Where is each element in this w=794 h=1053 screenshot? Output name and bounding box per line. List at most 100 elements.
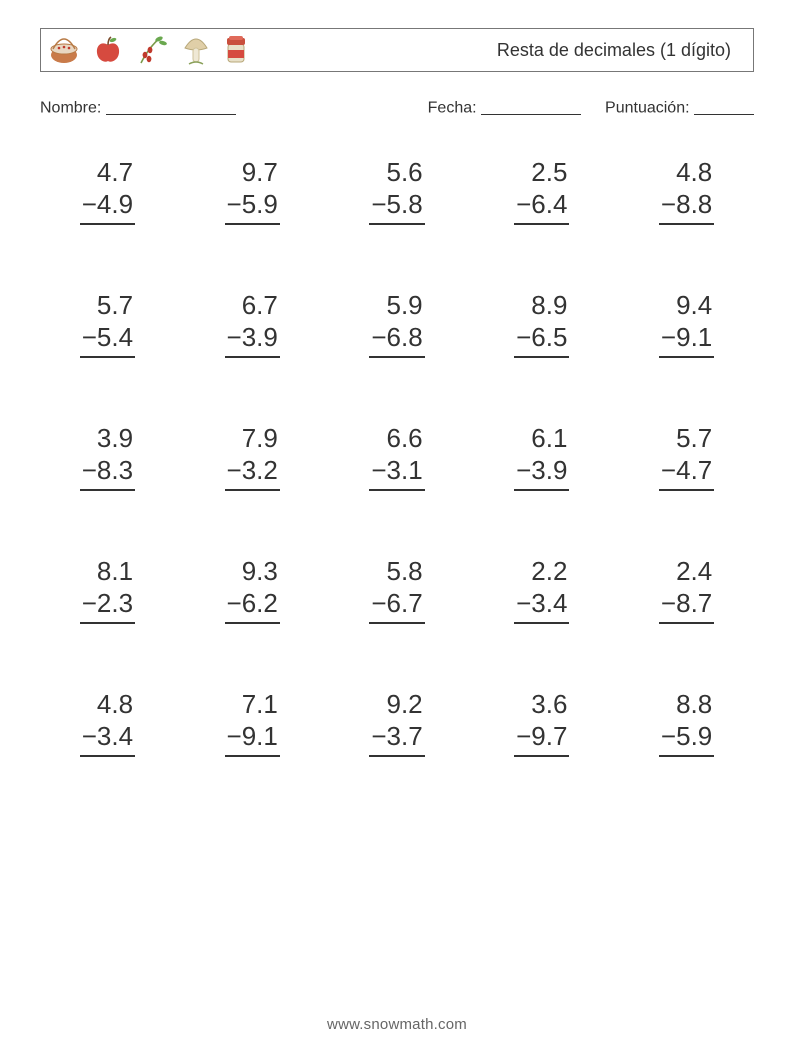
problems-grid: 4.7−4.99.7−5.95.6−5.82.5−6.44.8−8.85.7−5… bbox=[40, 156, 754, 757]
subtrahend: −3.2 bbox=[225, 454, 280, 491]
minuend: 3.9 bbox=[80, 422, 135, 455]
subtrahend: −6.5 bbox=[514, 321, 569, 358]
minuend: 3.6 bbox=[514, 688, 569, 721]
problem-7: 6.7−3.9 bbox=[185, 289, 320, 358]
minuend: 4.8 bbox=[659, 156, 714, 189]
problem-stack: 5.9−6.8 bbox=[369, 289, 424, 358]
worksheet-title: Resta de decimales (1 dígito) bbox=[497, 40, 743, 61]
subtrahend: −6.4 bbox=[514, 188, 569, 225]
subtrahend: −3.4 bbox=[80, 720, 135, 757]
problem-stack: 7.9−3.2 bbox=[225, 422, 280, 491]
subtrahend: −3.1 bbox=[369, 454, 424, 491]
minuend: 9.3 bbox=[225, 555, 280, 588]
minuend: 7.9 bbox=[225, 422, 280, 455]
minuend: 5.6 bbox=[369, 156, 424, 189]
footer-url: www.snowmath.com bbox=[327, 1016, 467, 1033]
problem-23: 9.2−3.7 bbox=[330, 688, 465, 757]
date-blank[interactable] bbox=[481, 96, 581, 115]
problem-20: 2.4−8.7 bbox=[619, 555, 754, 624]
worksheet-header: Resta de decimales (1 dígito) bbox=[40, 28, 754, 72]
name-label: Nombre: bbox=[40, 100, 101, 117]
problem-16: 8.1−2.3 bbox=[40, 555, 175, 624]
minuend: 9.4 bbox=[659, 289, 714, 322]
subtrahend: −9.1 bbox=[659, 321, 714, 358]
header-icons bbox=[47, 33, 249, 67]
problem-11: 3.9−8.3 bbox=[40, 422, 175, 491]
problem-5: 4.8−8.8 bbox=[619, 156, 754, 225]
problem-14: 6.1−3.9 bbox=[474, 422, 609, 491]
subtrahend: −8.3 bbox=[80, 454, 135, 491]
footer: www.snowmath.com bbox=[0, 1016, 794, 1033]
problem-stack: 5.6−5.8 bbox=[369, 156, 424, 225]
problem-8: 5.9−6.8 bbox=[330, 289, 465, 358]
problem-25: 8.8−5.9 bbox=[619, 688, 754, 757]
problem-12: 7.9−3.2 bbox=[185, 422, 320, 491]
problem-stack: 2.5−6.4 bbox=[514, 156, 569, 225]
problem-stack: 4.8−3.4 bbox=[80, 688, 135, 757]
minuend: 6.7 bbox=[225, 289, 280, 322]
score-label: Puntuación: bbox=[605, 100, 690, 117]
jar-icon bbox=[223, 34, 249, 66]
problem-stack: 3.9−8.3 bbox=[80, 422, 135, 491]
subtrahend: −5.8 bbox=[369, 188, 424, 225]
problem-4: 2.5−6.4 bbox=[474, 156, 609, 225]
minuend: 8.1 bbox=[80, 555, 135, 588]
subtrahend: −6.7 bbox=[369, 587, 424, 624]
problem-stack: 6.1−3.9 bbox=[514, 422, 569, 491]
subtrahend: −3.7 bbox=[369, 720, 424, 757]
minuend: 4.7 bbox=[80, 156, 135, 189]
subtrahend: −5.4 bbox=[80, 321, 135, 358]
basket-icon bbox=[47, 35, 81, 65]
problem-15: 5.7−4.7 bbox=[619, 422, 754, 491]
problem-stack: 6.7−3.9 bbox=[225, 289, 280, 358]
problem-stack: 2.2−3.4 bbox=[514, 555, 569, 624]
meta-row: Nombre: Fecha: Puntuación: bbox=[40, 94, 754, 118]
date-label: Fecha: bbox=[428, 100, 477, 117]
minuend: 2.2 bbox=[514, 555, 569, 588]
subtrahend: −4.9 bbox=[80, 188, 135, 225]
minuend: 5.7 bbox=[659, 422, 714, 455]
minuend: 8.9 bbox=[514, 289, 569, 322]
subtrahend: −9.7 bbox=[514, 720, 569, 757]
problem-stack: 5.8−6.7 bbox=[369, 555, 424, 624]
minuend: 9.2 bbox=[369, 688, 424, 721]
subtrahend: −8.7 bbox=[659, 587, 714, 624]
problem-18: 5.8−6.7 bbox=[330, 555, 465, 624]
problem-stack: 5.7−5.4 bbox=[80, 289, 135, 358]
subtrahend: −3.9 bbox=[514, 454, 569, 491]
problem-1: 4.7−4.9 bbox=[40, 156, 175, 225]
subtrahend: −3.4 bbox=[514, 587, 569, 624]
minuend: 7.1 bbox=[225, 688, 280, 721]
name-blank[interactable] bbox=[106, 96, 236, 115]
problem-stack: 8.8−5.9 bbox=[659, 688, 714, 757]
problem-19: 2.2−3.4 bbox=[474, 555, 609, 624]
subtrahend: −4.7 bbox=[659, 454, 714, 491]
problem-stack: 9.7−5.9 bbox=[225, 156, 280, 225]
problem-stack: 6.6−3.1 bbox=[369, 422, 424, 491]
subtrahend: −6.2 bbox=[225, 587, 280, 624]
mushroom-icon bbox=[181, 34, 211, 66]
problem-stack: 9.4−9.1 bbox=[659, 289, 714, 358]
score-blank[interactable] bbox=[694, 96, 754, 115]
problem-stack: 2.4−8.7 bbox=[659, 555, 714, 624]
problem-21: 4.8−3.4 bbox=[40, 688, 175, 757]
minuend: 2.5 bbox=[514, 156, 569, 189]
subtrahend: −8.8 bbox=[659, 188, 714, 225]
problem-stack: 8.1−2.3 bbox=[80, 555, 135, 624]
minuend: 6.1 bbox=[514, 422, 569, 455]
problem-stack: 4.8−8.8 bbox=[659, 156, 714, 225]
problem-2: 9.7−5.9 bbox=[185, 156, 320, 225]
minuend: 2.4 bbox=[659, 555, 714, 588]
subtrahend: −5.9 bbox=[225, 188, 280, 225]
problem-24: 3.6−9.7 bbox=[474, 688, 609, 757]
subtrahend: −6.8 bbox=[369, 321, 424, 358]
berries-icon bbox=[135, 33, 169, 67]
minuend: 5.7 bbox=[80, 289, 135, 322]
problem-17: 9.3−6.2 bbox=[185, 555, 320, 624]
apple-icon bbox=[93, 35, 123, 65]
problem-stack: 9.2−3.7 bbox=[369, 688, 424, 757]
subtrahend: −5.9 bbox=[659, 720, 714, 757]
problem-10: 9.4−9.1 bbox=[619, 289, 754, 358]
minuend: 8.8 bbox=[659, 688, 714, 721]
subtrahend: −3.9 bbox=[225, 321, 280, 358]
